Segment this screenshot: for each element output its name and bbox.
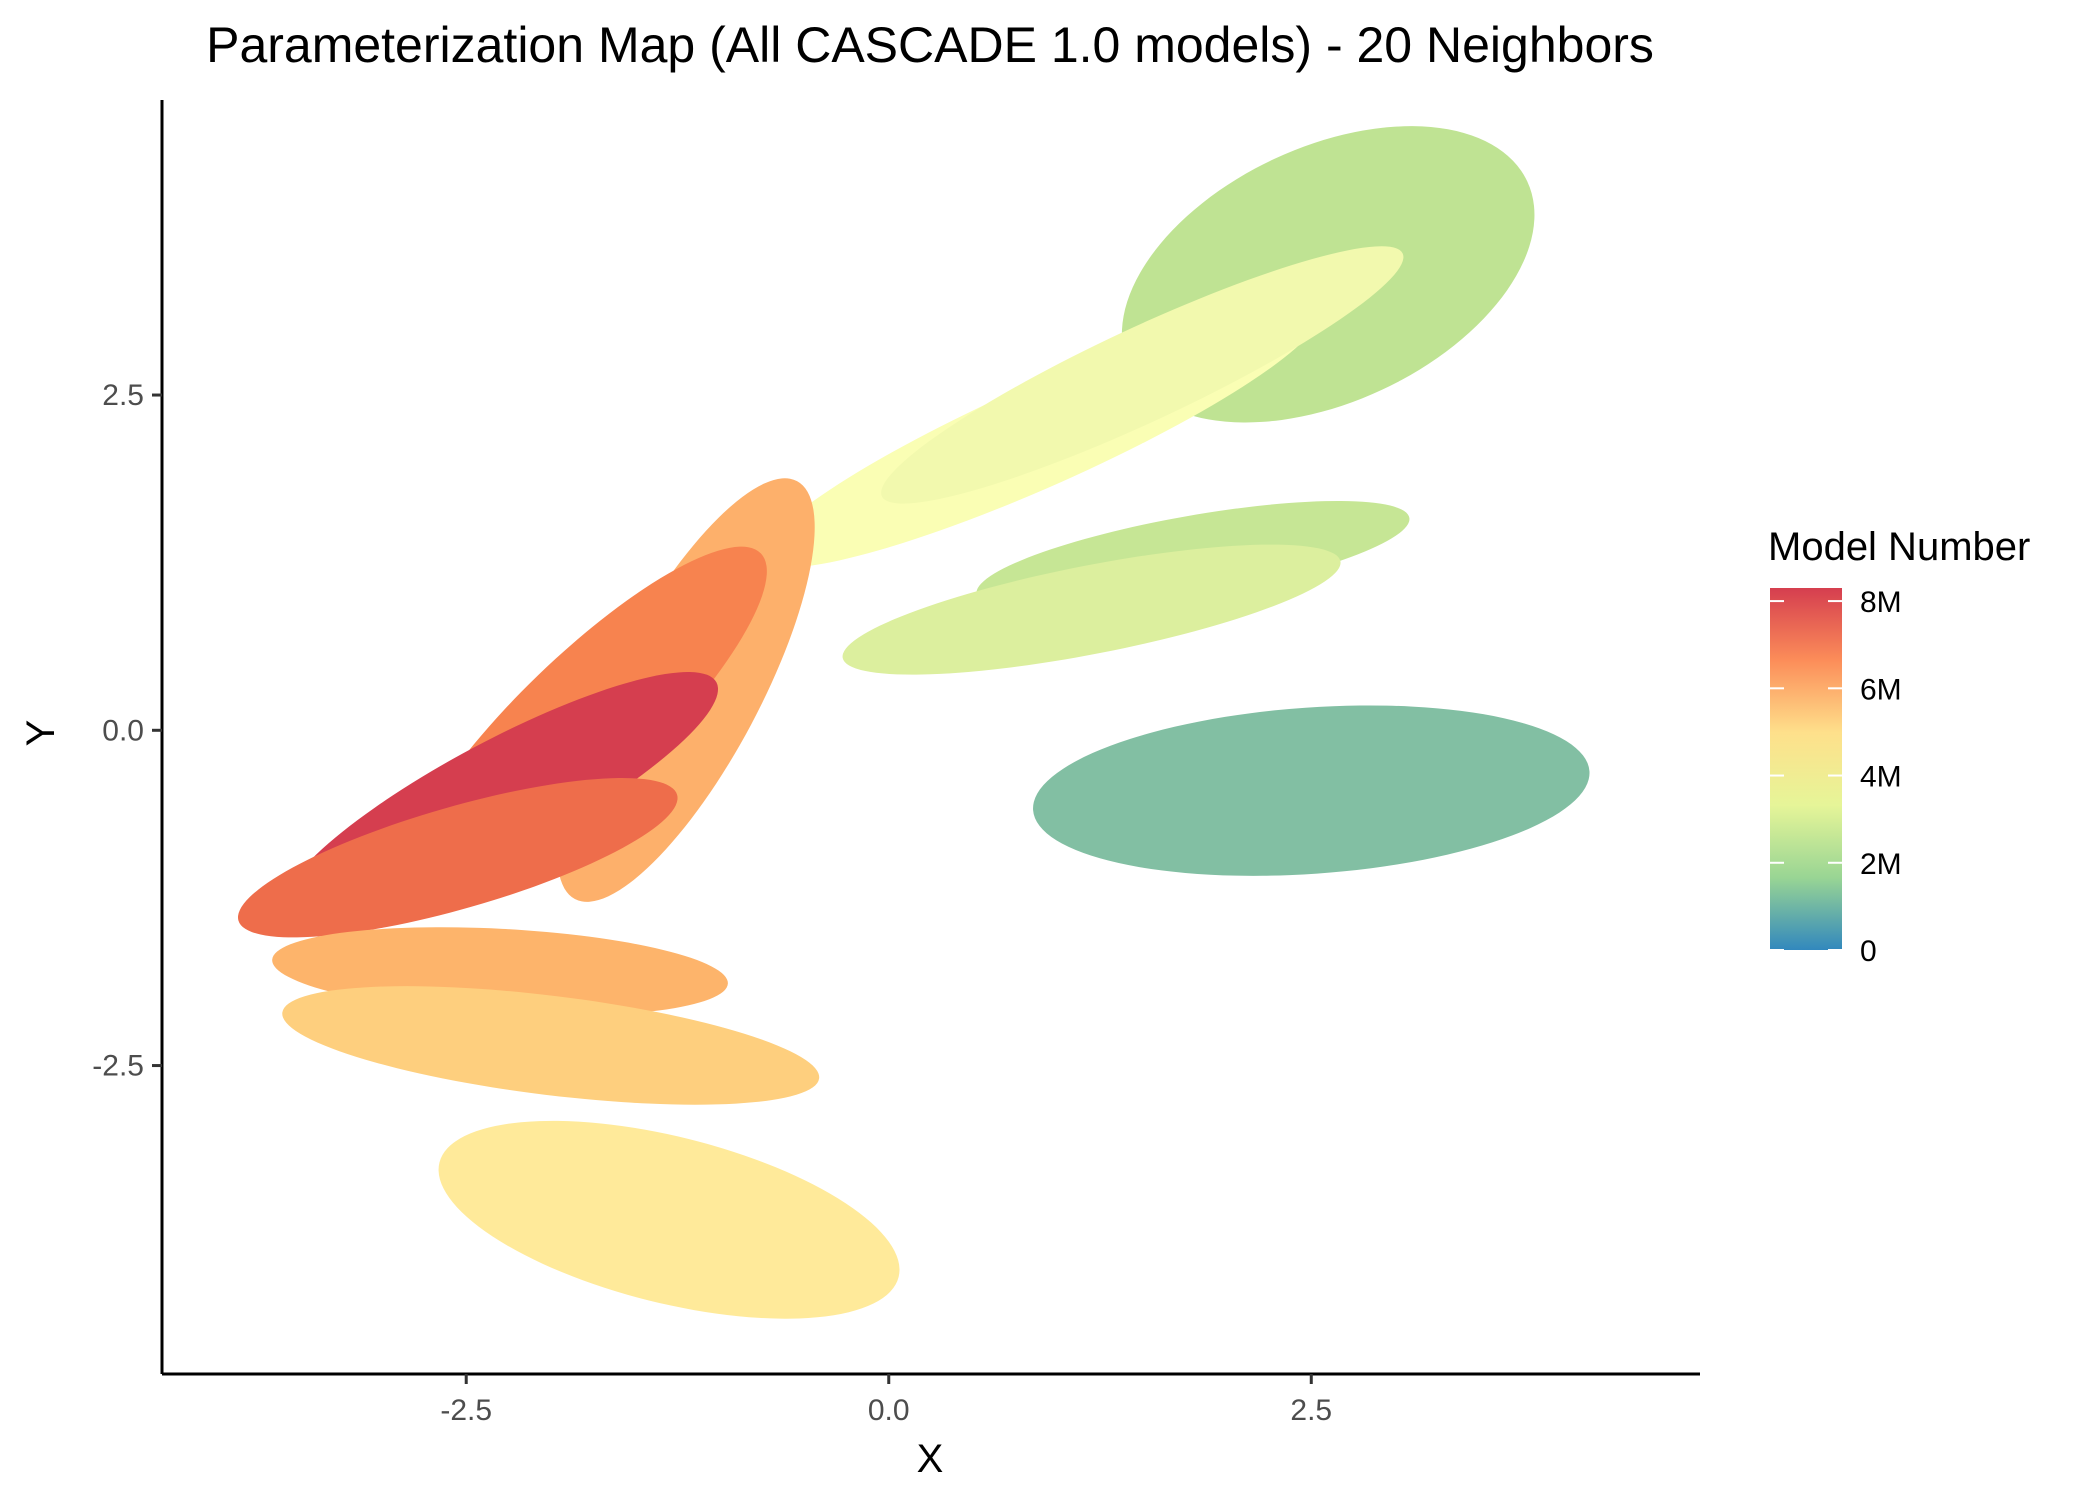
- x-axis-ticks: -2.5 0.0 2.5: [440, 1374, 1332, 1427]
- legend-ticks: 8M 6M 4M 2M 0: [1770, 586, 1902, 968]
- legend-tick-label: 0: [1860, 935, 1877, 968]
- y-axis-ticks: 2.5 0.0 -2.5: [92, 379, 162, 1083]
- y-tick-label: -2.5: [92, 1050, 144, 1083]
- legend-tick-label: 4M: [1860, 761, 1902, 794]
- legend: Model Number 8M 6M 4M 2M 0: [1768, 525, 2030, 968]
- y-tick-label: 0.0: [102, 714, 144, 747]
- legend-colorbar: [1770, 588, 1842, 950]
- cluster-6: [1033, 705, 1590, 876]
- legend-tick-label: 2M: [1860, 848, 1902, 881]
- legend-tick-label: 6M: [1860, 673, 1902, 706]
- chart-title: Parameterization Map (All CASCADE 1.0 mo…: [206, 17, 1654, 73]
- x-tick-label: -2.5: [440, 1394, 492, 1427]
- y-tick-label: 2.5: [102, 379, 144, 412]
- cluster-5: [842, 544, 1341, 675]
- cluster-13: [438, 1120, 900, 1319]
- cluster-3: [881, 246, 1404, 504]
- legend-title: Model Number: [1768, 525, 2030, 569]
- x-tick-label: 0.0: [868, 1394, 910, 1427]
- x-tick-label: 2.5: [1290, 1394, 1332, 1427]
- y-axis-title: Y: [19, 720, 63, 747]
- legend-tick-label: 8M: [1860, 586, 1902, 619]
- cluster-12: [282, 986, 820, 1105]
- x-axis-title: X: [917, 1437, 944, 1481]
- clusters-layer: [237, 126, 1590, 1319]
- cluster-10: [237, 777, 678, 938]
